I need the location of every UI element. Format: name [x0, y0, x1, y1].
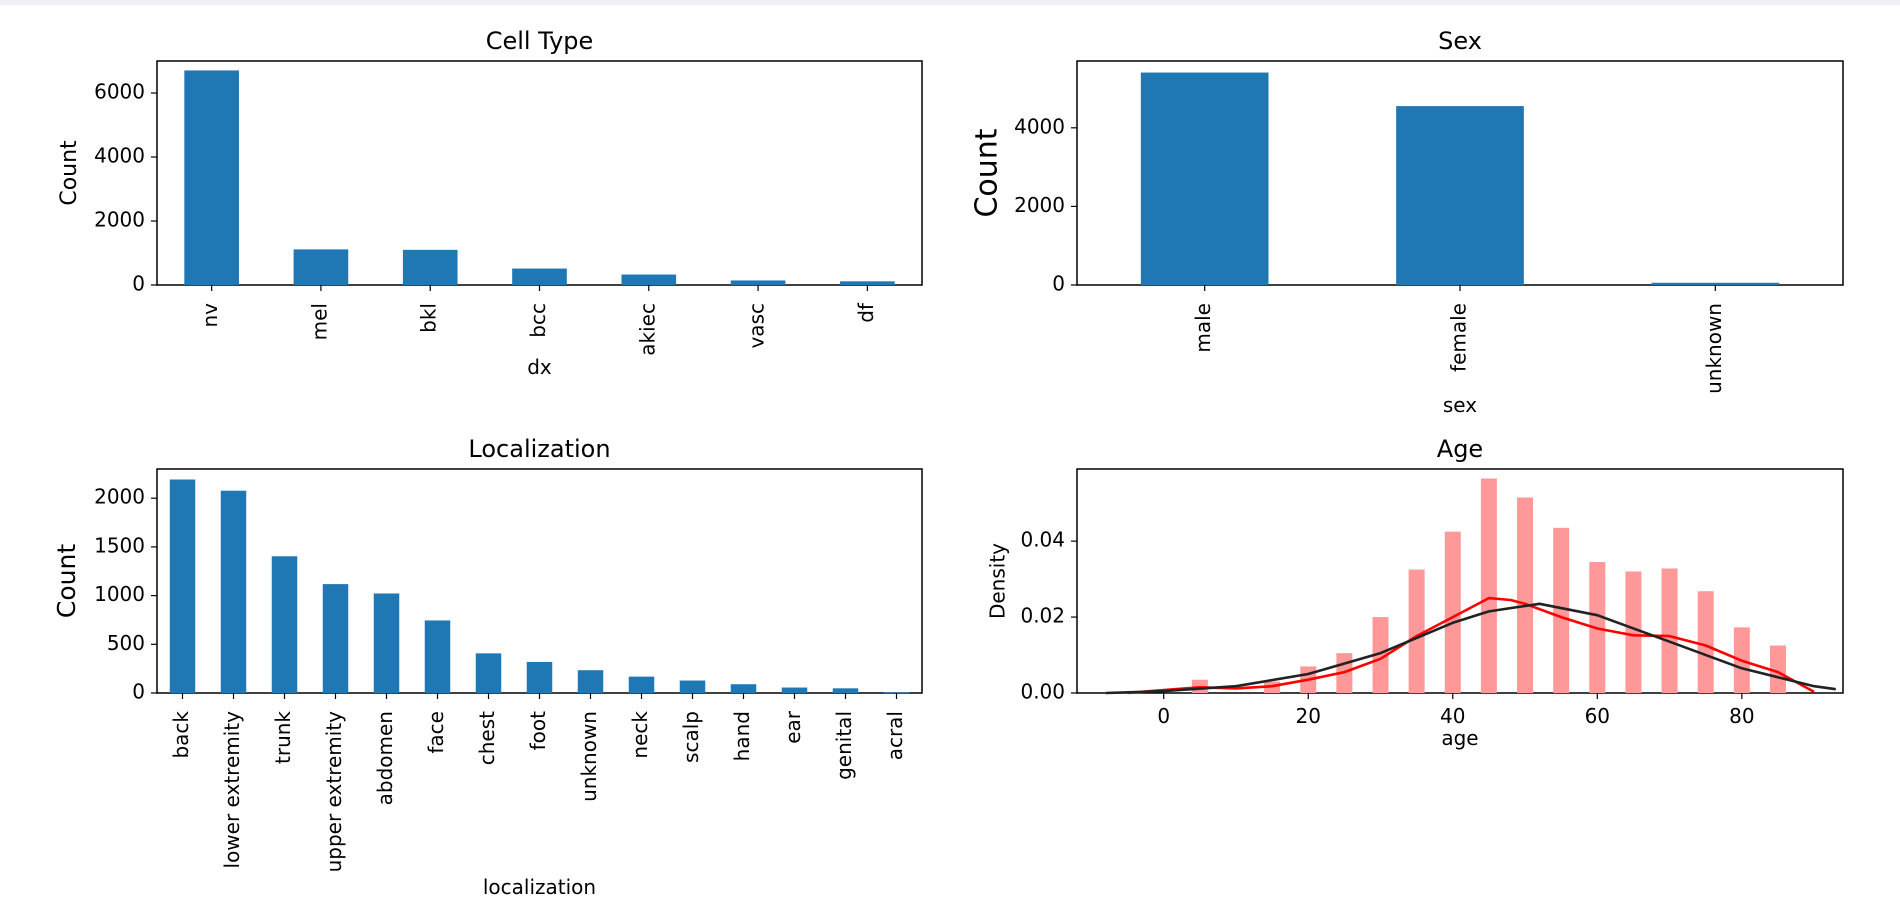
x-tick-label-2: hand: [730, 711, 754, 761]
bar-0: [402, 249, 458, 285]
bar-2: [475, 653, 502, 693]
x-tick-label-0: mel: [307, 303, 331, 340]
bar-2: [373, 593, 400, 693]
chart-title-1: Sex: [1438, 27, 1482, 55]
bar-2: [577, 670, 604, 693]
bar-2: [832, 688, 859, 693]
bar-2: [220, 490, 247, 693]
bar-0: [293, 249, 349, 285]
x-tick-label-2: chest: [475, 711, 499, 765]
x-tick-label-2: scalp: [679, 711, 703, 763]
y-tick-label-1: 2000: [1014, 193, 1065, 217]
y-tick-label-0: 0: [132, 272, 145, 296]
bar-0: [730, 280, 786, 285]
x-tick-label-3: 0: [1157, 704, 1170, 728]
x-tick-label-0: bcc: [526, 303, 550, 338]
x-tick-label-3: 40: [1440, 704, 1465, 728]
hist-bar: [1769, 645, 1786, 693]
x-tick-label-0: bkl: [417, 303, 441, 333]
hist-bar: [1697, 591, 1714, 693]
bar-2: [169, 479, 196, 693]
bar-0: [512, 268, 567, 285]
y-axis-label-2: Count: [52, 544, 81, 618]
bar-2: [322, 584, 349, 693]
chart-title-2: Localization: [468, 435, 610, 463]
x-tick-label-2: abdomen: [373, 711, 397, 805]
bar-2: [424, 620, 451, 693]
x-tick-label-0: vasc: [745, 303, 769, 349]
hist-bar: [1625, 571, 1642, 693]
x-tick-label-0: akiec: [635, 303, 659, 356]
y-tick-label-2: 2000: [94, 485, 145, 509]
x-tick-label-2: lower extremity: [220, 711, 244, 869]
bar-1: [1396, 106, 1524, 286]
bar-0: [621, 274, 677, 285]
hist-bar: [1408, 569, 1425, 693]
normal-fit-line: [1105, 602, 1836, 695]
bar-2: [883, 692, 910, 694]
x-tick-label-2: acral: [883, 711, 907, 760]
bar-1: [1651, 282, 1780, 285]
x-axis-label-1: sex: [1443, 393, 1477, 417]
hist-bar: [1444, 531, 1461, 693]
x-tick-label-2: unknown: [577, 711, 601, 802]
kde-line: [1127, 596, 1815, 695]
y-tick-label-2: 1500: [94, 533, 145, 557]
hist-bar: [1372, 617, 1389, 693]
x-tick-label-2: foot: [526, 711, 550, 751]
y-tick-label-3: 0.00: [1020, 680, 1065, 704]
chart-title-3: Age: [1437, 435, 1483, 463]
chart-title-0: Cell Type: [486, 27, 594, 55]
x-tick-label-1: female: [1447, 303, 1471, 372]
x-axis-label-0: dx: [527, 355, 552, 379]
y-tick-label-0: 6000: [94, 80, 145, 104]
x-tick-label-2: trunk: [271, 711, 295, 764]
bar-2: [628, 676, 655, 693]
y-axis-label-1: Count: [970, 128, 1005, 217]
x-tick-label-2: genital: [832, 711, 856, 780]
axes-frame-0: [156, 60, 923, 286]
hist-bar: [1480, 478, 1497, 693]
y-tick-label-0: 2000: [94, 208, 145, 232]
y-tick-label-3: 0.04: [1020, 528, 1065, 552]
y-tick-label-0: 4000: [94, 144, 145, 168]
x-tick-label-1: unknown: [1702, 303, 1726, 394]
bar-2: [271, 556, 298, 693]
x-tick-label-2: upper extremity: [322, 711, 346, 873]
x-tick-label-2: ear: [781, 710, 805, 744]
x-tick-label-2: face: [424, 711, 448, 754]
hist-bar: [1517, 497, 1534, 693]
y-tick-label-3: 0.02: [1020, 604, 1065, 628]
y-tick-label-2: 500: [107, 631, 145, 655]
y-tick-label-1: 0: [1052, 272, 1065, 296]
bar-0: [840, 281, 895, 285]
x-tick-label-1: male: [1191, 303, 1215, 353]
x-tick-label-3: 20: [1296, 704, 1321, 728]
hist-bar: [1553, 527, 1570, 693]
x-tick-label-2: back: [169, 711, 193, 759]
y-tick-label-2: 1000: [94, 582, 145, 606]
x-tick-label-2: neck: [628, 711, 652, 759]
x-axis-label-2: localization: [483, 875, 596, 899]
x-tick-label-3: 60: [1585, 704, 1610, 728]
y-axis-label-0: Count: [57, 140, 82, 206]
bar-0: [184, 70, 239, 285]
bar-2: [679, 680, 706, 693]
x-tick-label-0: df: [854, 302, 878, 323]
bar-2: [730, 684, 757, 693]
x-tick-label-3: 80: [1729, 704, 1754, 728]
bar-2: [526, 661, 553, 693]
x-tick-label-0: nv: [198, 303, 222, 328]
x-axis-label-3: age: [1441, 726, 1478, 750]
top-bar: [0, 0, 1900, 5]
y-tick-label-1: 4000: [1014, 114, 1065, 138]
bar-1: [1140, 72, 1269, 285]
y-tick-label-2: 0: [132, 680, 145, 704]
hist-bar: [1661, 568, 1678, 693]
bar-2: [781, 687, 808, 693]
y-axis-label-3: Density: [986, 543, 1010, 619]
